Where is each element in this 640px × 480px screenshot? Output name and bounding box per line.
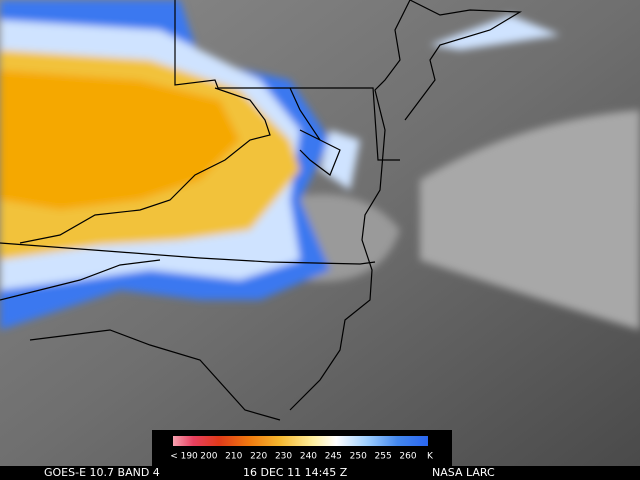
footer-satellite: GOES-E 10.7 BAND 4 (44, 466, 160, 479)
colorbar-label: 260 (399, 452, 416, 462)
colorbar-label: 245 (325, 452, 342, 462)
footer-time: 16 DEC 11 14:45 Z (243, 466, 348, 479)
colorbar-label: 230 (275, 452, 292, 462)
colorbar-label: 200 (200, 452, 217, 462)
clouds (0, 0, 640, 330)
colorbar-label: 255 (375, 452, 392, 462)
footer-bar (0, 466, 640, 480)
borders (0, 0, 520, 420)
colorbar-labels: < 190 200 210 220 230 240 245 250 255 260 K (170, 452, 434, 462)
colorbar-unit: K (427, 452, 434, 462)
colorbar-label: 250 (350, 452, 367, 462)
colorbar (173, 436, 428, 446)
colorbar-label: 240 (300, 452, 317, 462)
colorbar-label: < 190 (170, 452, 198, 462)
colorbar-label: 210 (225, 452, 242, 462)
footer-source: NASA LARC (432, 466, 495, 479)
colorbar-label: 220 (250, 452, 267, 462)
